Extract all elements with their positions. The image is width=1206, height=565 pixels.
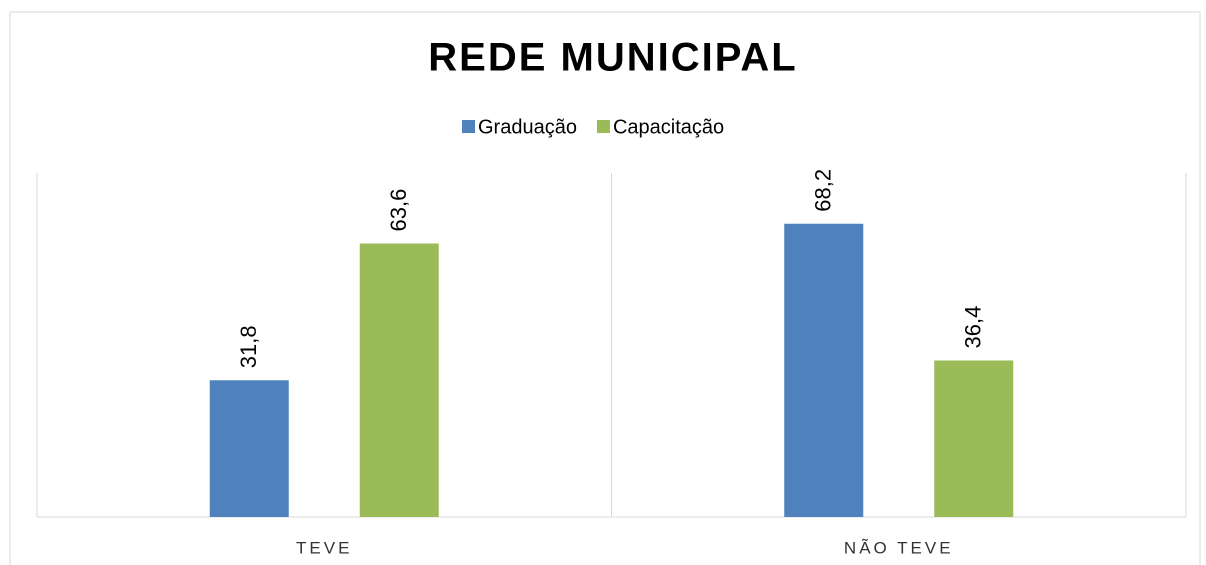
x-tick-label: TEVE — [296, 538, 352, 557]
value-label: 36,4 — [961, 306, 986, 349]
bar — [934, 360, 1014, 517]
bar — [359, 243, 439, 517]
value-label: 63,6 — [386, 189, 411, 232]
legend-swatch — [596, 120, 610, 133]
legend-label: Graduação — [478, 116, 577, 138]
value-label: 68,2 — [811, 169, 836, 212]
value-label: 31,8 — [236, 325, 261, 368]
legend-swatch — [462, 120, 475, 133]
legend-label: Capacitação — [613, 116, 724, 138]
bar — [784, 223, 864, 518]
chart-title: REDE MUNICIPAL — [428, 36, 797, 80]
x-tick-label: NÃO TEVE — [844, 538, 954, 557]
bar — [209, 380, 289, 517]
chart-frame — [9, 11, 1201, 565]
